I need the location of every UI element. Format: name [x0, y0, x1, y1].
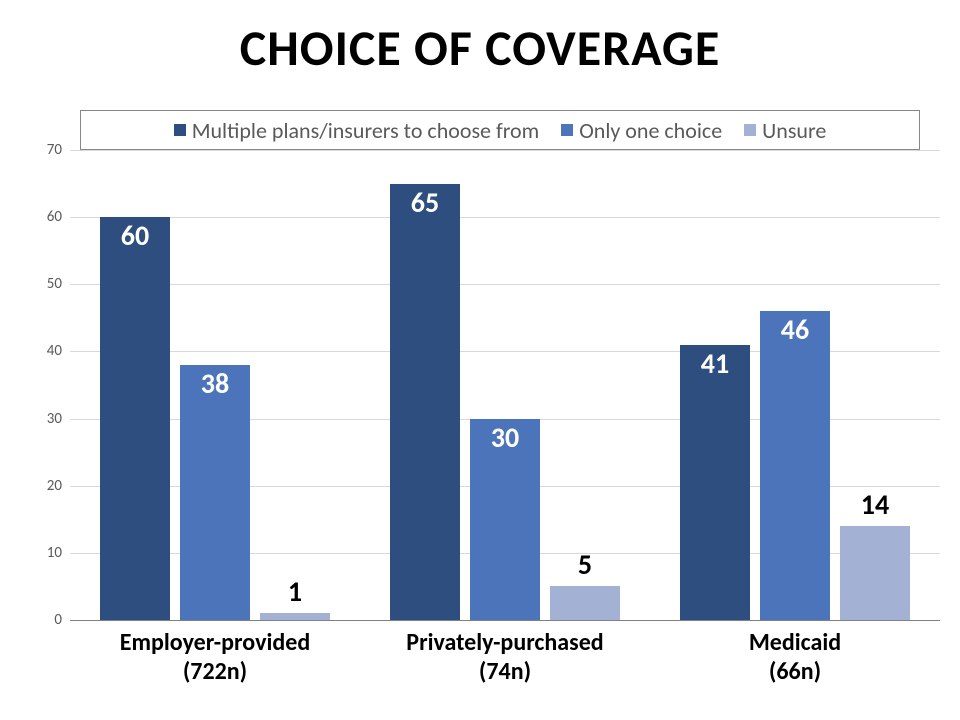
y-tick-label: 60 [47, 208, 62, 226]
bar-value-label: 60 [100, 218, 170, 253]
y-tick-label: 70 [47, 141, 62, 159]
y-tick-label: 20 [47, 477, 62, 495]
bar-value-label: 41 [680, 346, 750, 381]
bar [840, 526, 910, 620]
bar [100, 217, 170, 620]
x-category-line2: (66n) [645, 657, 945, 686]
bar-value-label: 38 [180, 366, 250, 401]
y-tick-label: 0 [54, 611, 62, 629]
bar [260, 613, 330, 620]
bar-value-label: 30 [470, 420, 540, 455]
x-category-label: Medicaid(66n) [645, 628, 945, 686]
x-category-label: Privately-purchased(74n) [355, 628, 655, 686]
bar-value-label: 46 [760, 312, 830, 347]
x-category-line2: (74n) [355, 657, 655, 686]
y-tick-label: 50 [47, 275, 62, 293]
chart-area: 0 10 20 30 40 50 60 70 60 38 1 65 30 5 41 46 14 Employer… [0, 0, 960, 720]
bar [180, 365, 250, 620]
bar [390, 184, 460, 620]
x-category-line1: Employer-provided [65, 628, 365, 657]
x-category-label: Employer-provided(722n) [65, 628, 365, 686]
x-category-line1: Privately-purchased [355, 628, 655, 657]
bar [760, 311, 830, 620]
bar [550, 586, 620, 620]
plot-area: 0102030405060706038165305414614 [70, 150, 940, 620]
chart-container: CHOICE OF COVERAGE Multiple plans/insure… [0, 0, 960, 720]
bar-value-label: 1 [260, 574, 330, 609]
bar-value-label: 5 [550, 547, 620, 582]
y-tick-label: 10 [47, 544, 62, 562]
y-tick-label: 30 [47, 410, 62, 428]
baseline [70, 620, 940, 621]
y-tick-label: 40 [47, 342, 62, 360]
bar [680, 345, 750, 620]
x-category-line2: (722n) [65, 657, 365, 686]
x-category-line1: Medicaid [645, 628, 945, 657]
bar-value-label: 14 [840, 487, 910, 522]
gridline [70, 150, 940, 151]
bar-value-label: 65 [390, 185, 460, 220]
gridline [70, 284, 940, 285]
gridline [70, 217, 940, 218]
